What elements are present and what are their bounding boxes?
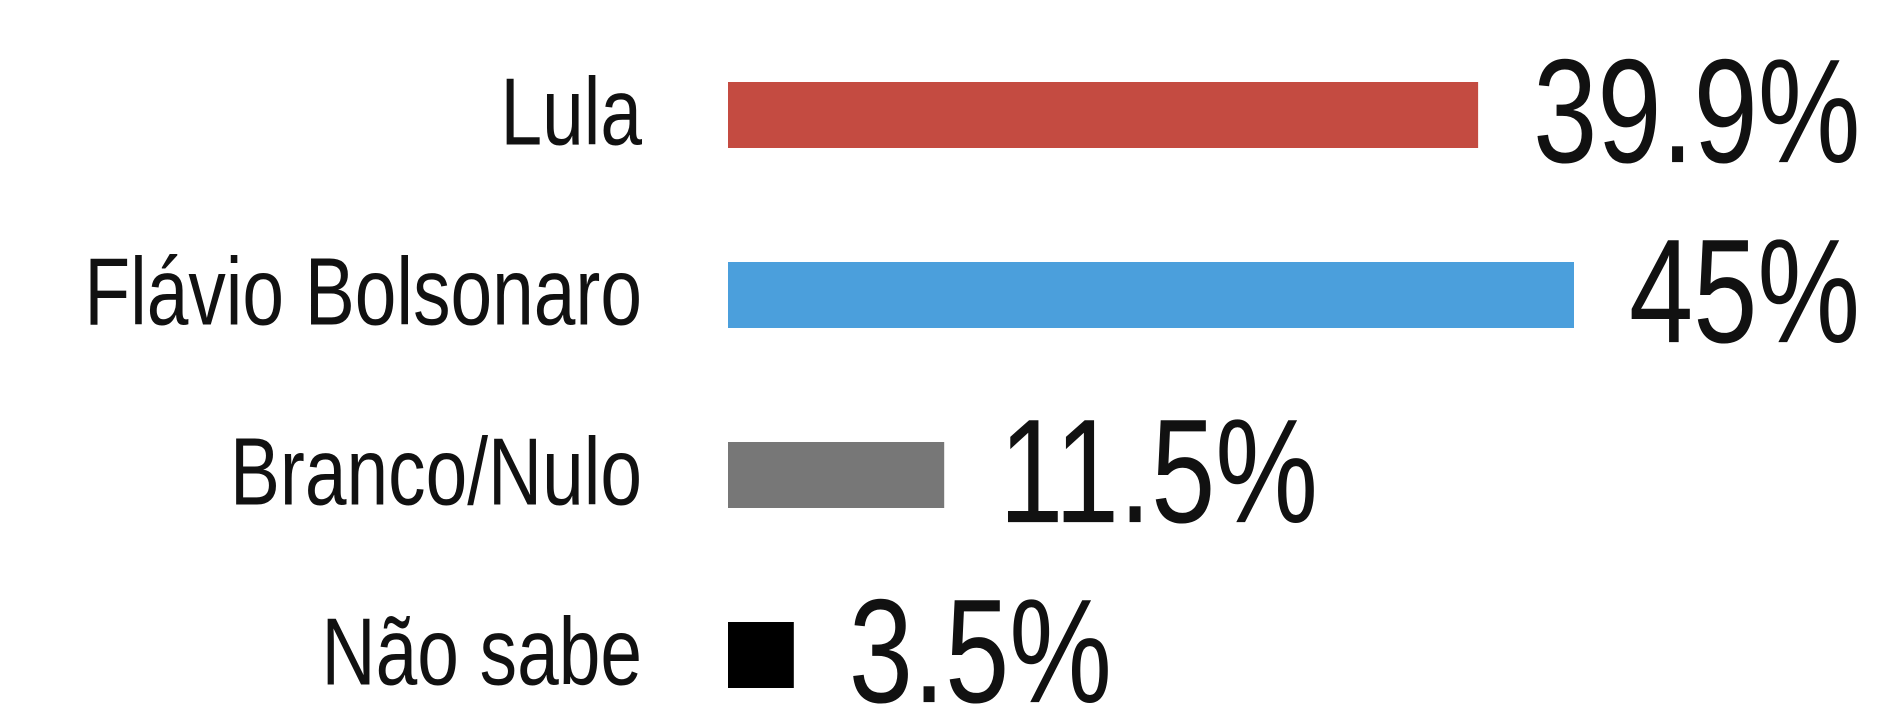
category-label: Flávio Bolsonaro — [84, 238, 642, 345]
bar — [728, 622, 794, 688]
category-label: Não sabe — [321, 598, 642, 705]
category-label: Lula — [500, 58, 642, 165]
bar — [728, 82, 1479, 148]
value-label: 45% — [1629, 209, 1860, 374]
value-label: 39.9% — [1533, 29, 1860, 194]
value-label: 3.5% — [849, 569, 1112, 724]
bar — [728, 262, 1574, 328]
category-label: Branco/Nulo — [230, 418, 642, 525]
value-label: 11.5% — [999, 389, 1318, 554]
bar — [728, 442, 945, 508]
